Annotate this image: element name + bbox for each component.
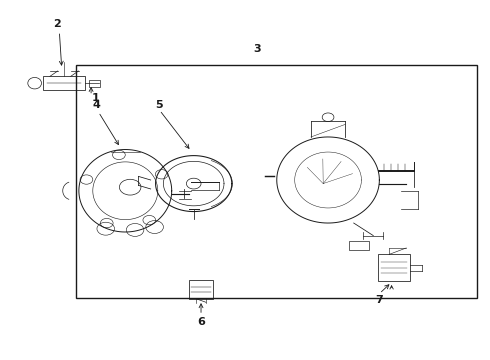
Text: 2: 2 [53, 19, 61, 29]
Text: 5: 5 [156, 100, 163, 110]
Bar [349, 241, 368, 250]
Bar [189, 280, 213, 299]
Text: 3: 3 [253, 44, 261, 54]
Text: 6: 6 [197, 317, 205, 327]
Bar [44, 76, 85, 90]
Text: 7: 7 [375, 295, 383, 305]
Bar [76, 65, 477, 298]
Text: 1: 1 [92, 93, 100, 103]
Bar [378, 255, 410, 281]
Text: 4: 4 [92, 100, 100, 110]
Bar [89, 80, 99, 87]
